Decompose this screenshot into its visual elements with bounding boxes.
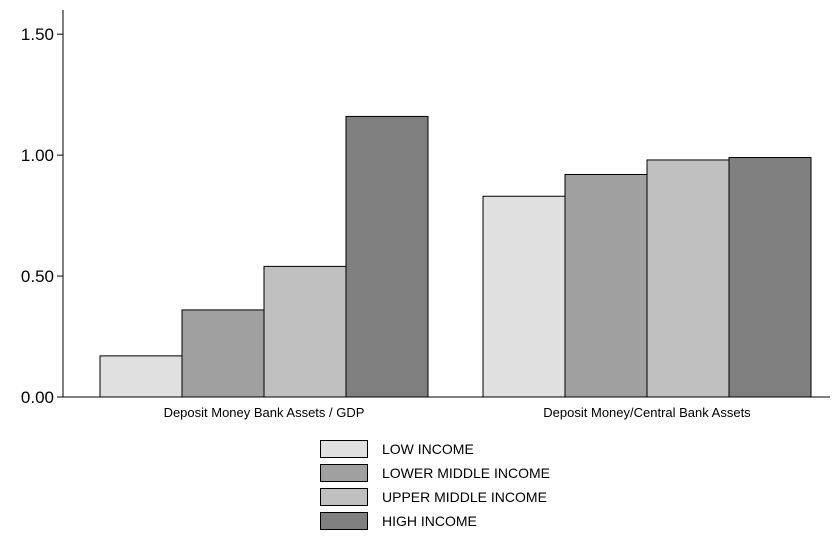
legend-swatch xyxy=(320,512,368,530)
x-axis-category-labels: Deposit Money Bank Assets / GDP Deposit M… xyxy=(164,405,752,420)
legend-label: UPPER MIDDLE INCOME xyxy=(382,489,547,505)
y-tick-label: 0.50 xyxy=(21,267,54,286)
bar xyxy=(646,159,730,398)
legend: LOW INCOME LOWER MIDDLE INCOME UPPER MID… xyxy=(320,437,550,533)
legend-item-lower-middle-income: LOWER MIDDLE INCOME xyxy=(320,461,550,485)
bar xyxy=(564,173,648,398)
legend-swatch xyxy=(320,464,368,482)
legend-swatch xyxy=(320,440,368,458)
legend-label: LOWER MIDDLE INCOME xyxy=(382,465,551,481)
legend-swatch xyxy=(320,488,368,506)
bars xyxy=(99,115,812,398)
legend-item-upper-middle-income: UPPER MIDDLE INCOME xyxy=(320,485,550,509)
bar xyxy=(728,157,812,398)
x-category-label: Deposit Money/Central Bank Assets xyxy=(543,405,751,420)
bar xyxy=(99,355,183,398)
legend-label: LOW INCOME xyxy=(382,441,474,457)
y-tick-label: 1.50 xyxy=(21,25,54,44)
bar xyxy=(181,309,265,398)
y-axis-ticks: 0.00 0.50 1.00 1.50 xyxy=(21,25,63,407)
bar xyxy=(482,195,566,398)
y-tick-label: 0.00 xyxy=(21,388,54,407)
bar xyxy=(263,265,347,398)
legend-item-high-income: HIGH INCOME xyxy=(320,509,550,533)
bar-chart: 0.00 0.50 1.00 1.50 Deposit Money Bank Asse… xyxy=(21,10,830,420)
legend-item-low-income: LOW INCOME xyxy=(320,437,550,461)
bar xyxy=(345,115,429,398)
y-tick-label: 1.00 xyxy=(21,146,54,165)
legend-label: HIGH INCOME xyxy=(382,513,477,529)
x-category-label: Deposit Money Bank Assets / GDP xyxy=(164,405,365,420)
